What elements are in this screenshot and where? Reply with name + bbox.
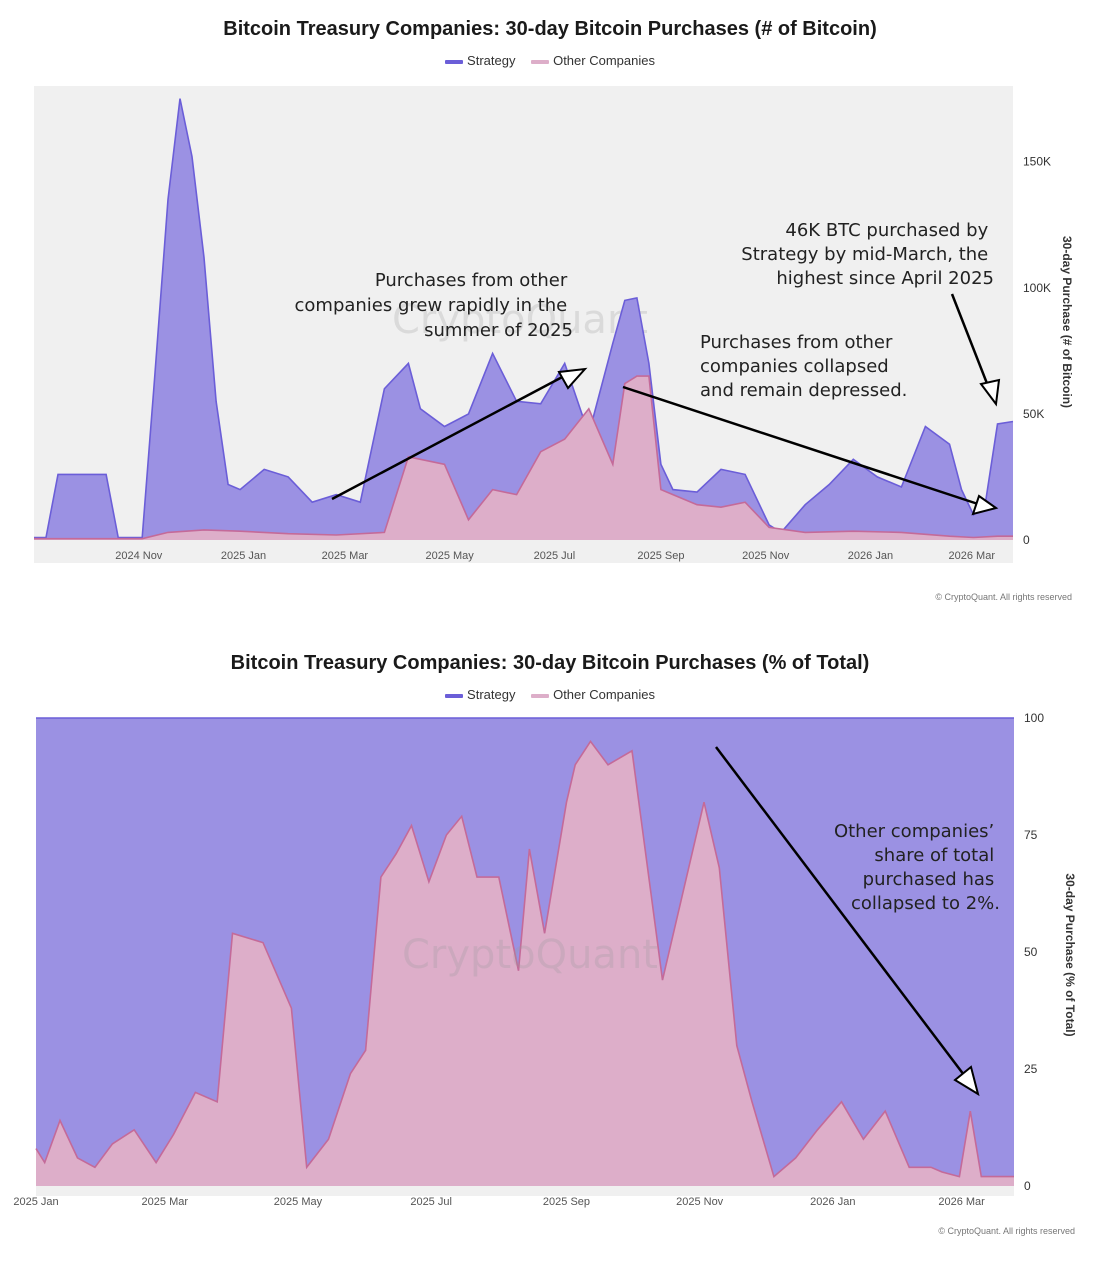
arrow-midmarch-head: [979, 378, 1001, 407]
y-tick-label: 0: [1023, 533, 1030, 547]
chart2-copyright: © CryptoQuant. All rights reserved: [938, 1226, 1075, 1236]
chart2-title: Bitcoin Treasury Companies: 30-day Bitco…: [230, 652, 870, 674]
y-tick-label: 50: [1024, 945, 1038, 959]
legend2-strategy-swatch: [445, 693, 464, 698]
legend-other-companies[interactable]: Other Companies: [531, 53, 655, 68]
legend-other-swatch: [531, 59, 550, 64]
annotation-summer-growth-line2: companies grew rapidly in the: [295, 295, 568, 316]
chart1-legend[interactable]: Strategy Other Companies: [0, 53, 1100, 68]
legend2-strategy[interactable]: Strategy: [445, 687, 515, 702]
chart1-y-axis: 0 50K 100K 150K: [1023, 155, 1051, 547]
chart2-x-axis: 2025 Jan 2025 Mar 2025 May 2025 Jul 2025 Sep…: [13, 1196, 985, 1208]
legend-strategy-label: Strategy: [467, 53, 516, 68]
annotation-mid-march-line3: highest since April 2025: [776, 268, 994, 289]
annotation-share-line2: share of total: [874, 845, 994, 866]
series-line-other-companies: [34, 375, 1013, 540]
x-tick-label: 2026 Mar: [938, 1196, 985, 1208]
x-tick-label: 2025 Jan: [221, 550, 266, 562]
chart1-x-axis: 2024 Nov 2025 Jan 2025 Mar 2025 May 2025 Jul…: [115, 550, 995, 562]
chart1-watermark: CryptoQuant: [392, 297, 648, 343]
annotation-mid-march-line1: 46K BTC purchased by: [785, 220, 988, 241]
annotation-summer-growth-line3: summer of 2025: [424, 320, 573, 341]
annotation-collapse-line2: companies collapsed: [700, 356, 889, 377]
arrow-collapse-line: [622, 385, 979, 506]
x-tick-label: 2025 Mar: [142, 1196, 189, 1208]
series-area-other-companies: [36, 741, 1014, 1186]
chart1-title: Bitcoin Treasury Companies: 30-day Bitco…: [223, 18, 877, 40]
chart2-y-axis: 0 25 50 75 100: [1024, 711, 1044, 1193]
x-tick-label: 2025 Jul: [410, 1196, 452, 1208]
y-tick-label: 25: [1024, 1062, 1038, 1076]
arrow-midmarch-line: [950, 293, 990, 387]
x-tick-label: 2025 Sep: [543, 1196, 590, 1208]
legend-other-label: Other Companies: [553, 53, 655, 68]
arrow-share-head: [953, 1065, 980, 1097]
legend-strategy[interactable]: Strategy: [445, 53, 515, 68]
x-tick-label: 2026 Jan: [848, 550, 893, 562]
chart1-copyright: © CryptoQuant. All rights reserved: [935, 592, 1072, 602]
legend2-other-companies[interactable]: Other Companies: [531, 687, 655, 702]
chart1-arrows: [331, 293, 1001, 516]
x-tick-label: 2026 Mar: [949, 550, 996, 562]
legend2-other-label: Other Companies: [553, 687, 655, 702]
annotation-collapse-line1: Purchases from other: [700, 332, 893, 353]
x-tick-label: 2025 Nov: [742, 550, 790, 562]
annotation-mid-march: 46K BTC purchased by Strategy by mid-Mar…: [741, 220, 994, 289]
legend2-strategy-label: Strategy: [467, 687, 516, 702]
arrow-collapse-head: [971, 494, 999, 516]
x-tick-label: 2025 Sep: [637, 550, 684, 562]
series-line-other-companies: [35, 740, 1014, 1179]
series-area-other-companies: [34, 376, 1013, 540]
x-tick-label: 2025 Jan: [13, 1196, 58, 1208]
chart1-svg: CryptoQuant 2024 Nov 2025 Jan 2025 Mar 2025…: [34, 86, 1074, 602]
x-tick-label: 2025 May: [425, 550, 474, 562]
y-tick-label: 100K: [1023, 281, 1051, 295]
annotation-summer-growth-line1: Purchases from other: [375, 270, 568, 291]
arrow-growth-head: [557, 367, 588, 390]
x-tick-label: 2025 Nov: [676, 1196, 724, 1208]
arrow-share-line: [715, 746, 965, 1076]
x-tick-label: 2025 Mar: [322, 550, 369, 562]
y-tick-label: 0: [1024, 1179, 1031, 1193]
x-tick-label: 2025 Jul: [534, 550, 576, 562]
annotation-share-collapsed: Other companies’ share of total purchase…: [834, 821, 1000, 914]
chart1-y-axis-label: 30-day Purchase (# of Bitcoin): [1060, 236, 1074, 408]
x-tick-label: 2024 Nov: [115, 550, 163, 562]
chart2-watermark: CryptoQuant: [402, 932, 658, 978]
x-tick-label: 2025 May: [274, 1196, 323, 1208]
y-tick-label: 75: [1024, 828, 1038, 842]
annotation-share-line1: Other companies’: [834, 821, 994, 842]
y-tick-label: 100: [1024, 711, 1044, 725]
y-tick-label: 150K: [1023, 155, 1051, 169]
series-area-strategy: [34, 98, 1013, 540]
annotation-collapse: Purchases from other companies collapsed…: [700, 332, 907, 401]
legend-strategy-swatch: [445, 59, 464, 64]
annotation-share-line4: collapsed to 2%.: [851, 893, 1000, 914]
annotation-summer-growth: Purchases from other companies grew rapi…: [295, 270, 574, 341]
chart2-areas: [35, 717, 1014, 1186]
y-tick-label: 50K: [1023, 407, 1044, 421]
arrow-growth-line: [331, 372, 569, 501]
annotation-collapse-line3: and remain depressed.: [700, 380, 907, 401]
annotation-mid-march-line2: Strategy by mid-March, the: [741, 244, 988, 265]
chart2-arrows: [715, 746, 980, 1097]
chart2-legend[interactable]: Strategy Other Companies: [0, 687, 1100, 702]
x-tick-label: 2026 Jan: [810, 1196, 855, 1208]
legend2-other-swatch: [531, 693, 550, 698]
chart2-y-axis-label: 30-day Purchase (% of Total): [1063, 873, 1077, 1036]
annotation-share-line3: purchased has: [863, 869, 995, 890]
